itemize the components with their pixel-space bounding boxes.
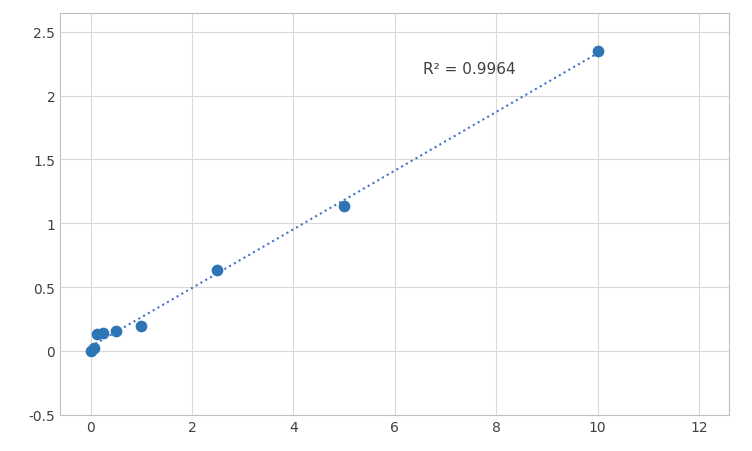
Point xyxy=(338,202,350,210)
Point xyxy=(592,48,604,55)
Text: R² = 0.9964: R² = 0.9964 xyxy=(423,61,515,76)
Point xyxy=(211,267,223,274)
Point xyxy=(97,330,109,337)
Point xyxy=(135,322,147,330)
Point xyxy=(84,347,96,354)
Point xyxy=(88,345,100,352)
Point xyxy=(91,331,103,338)
Point xyxy=(110,328,122,335)
